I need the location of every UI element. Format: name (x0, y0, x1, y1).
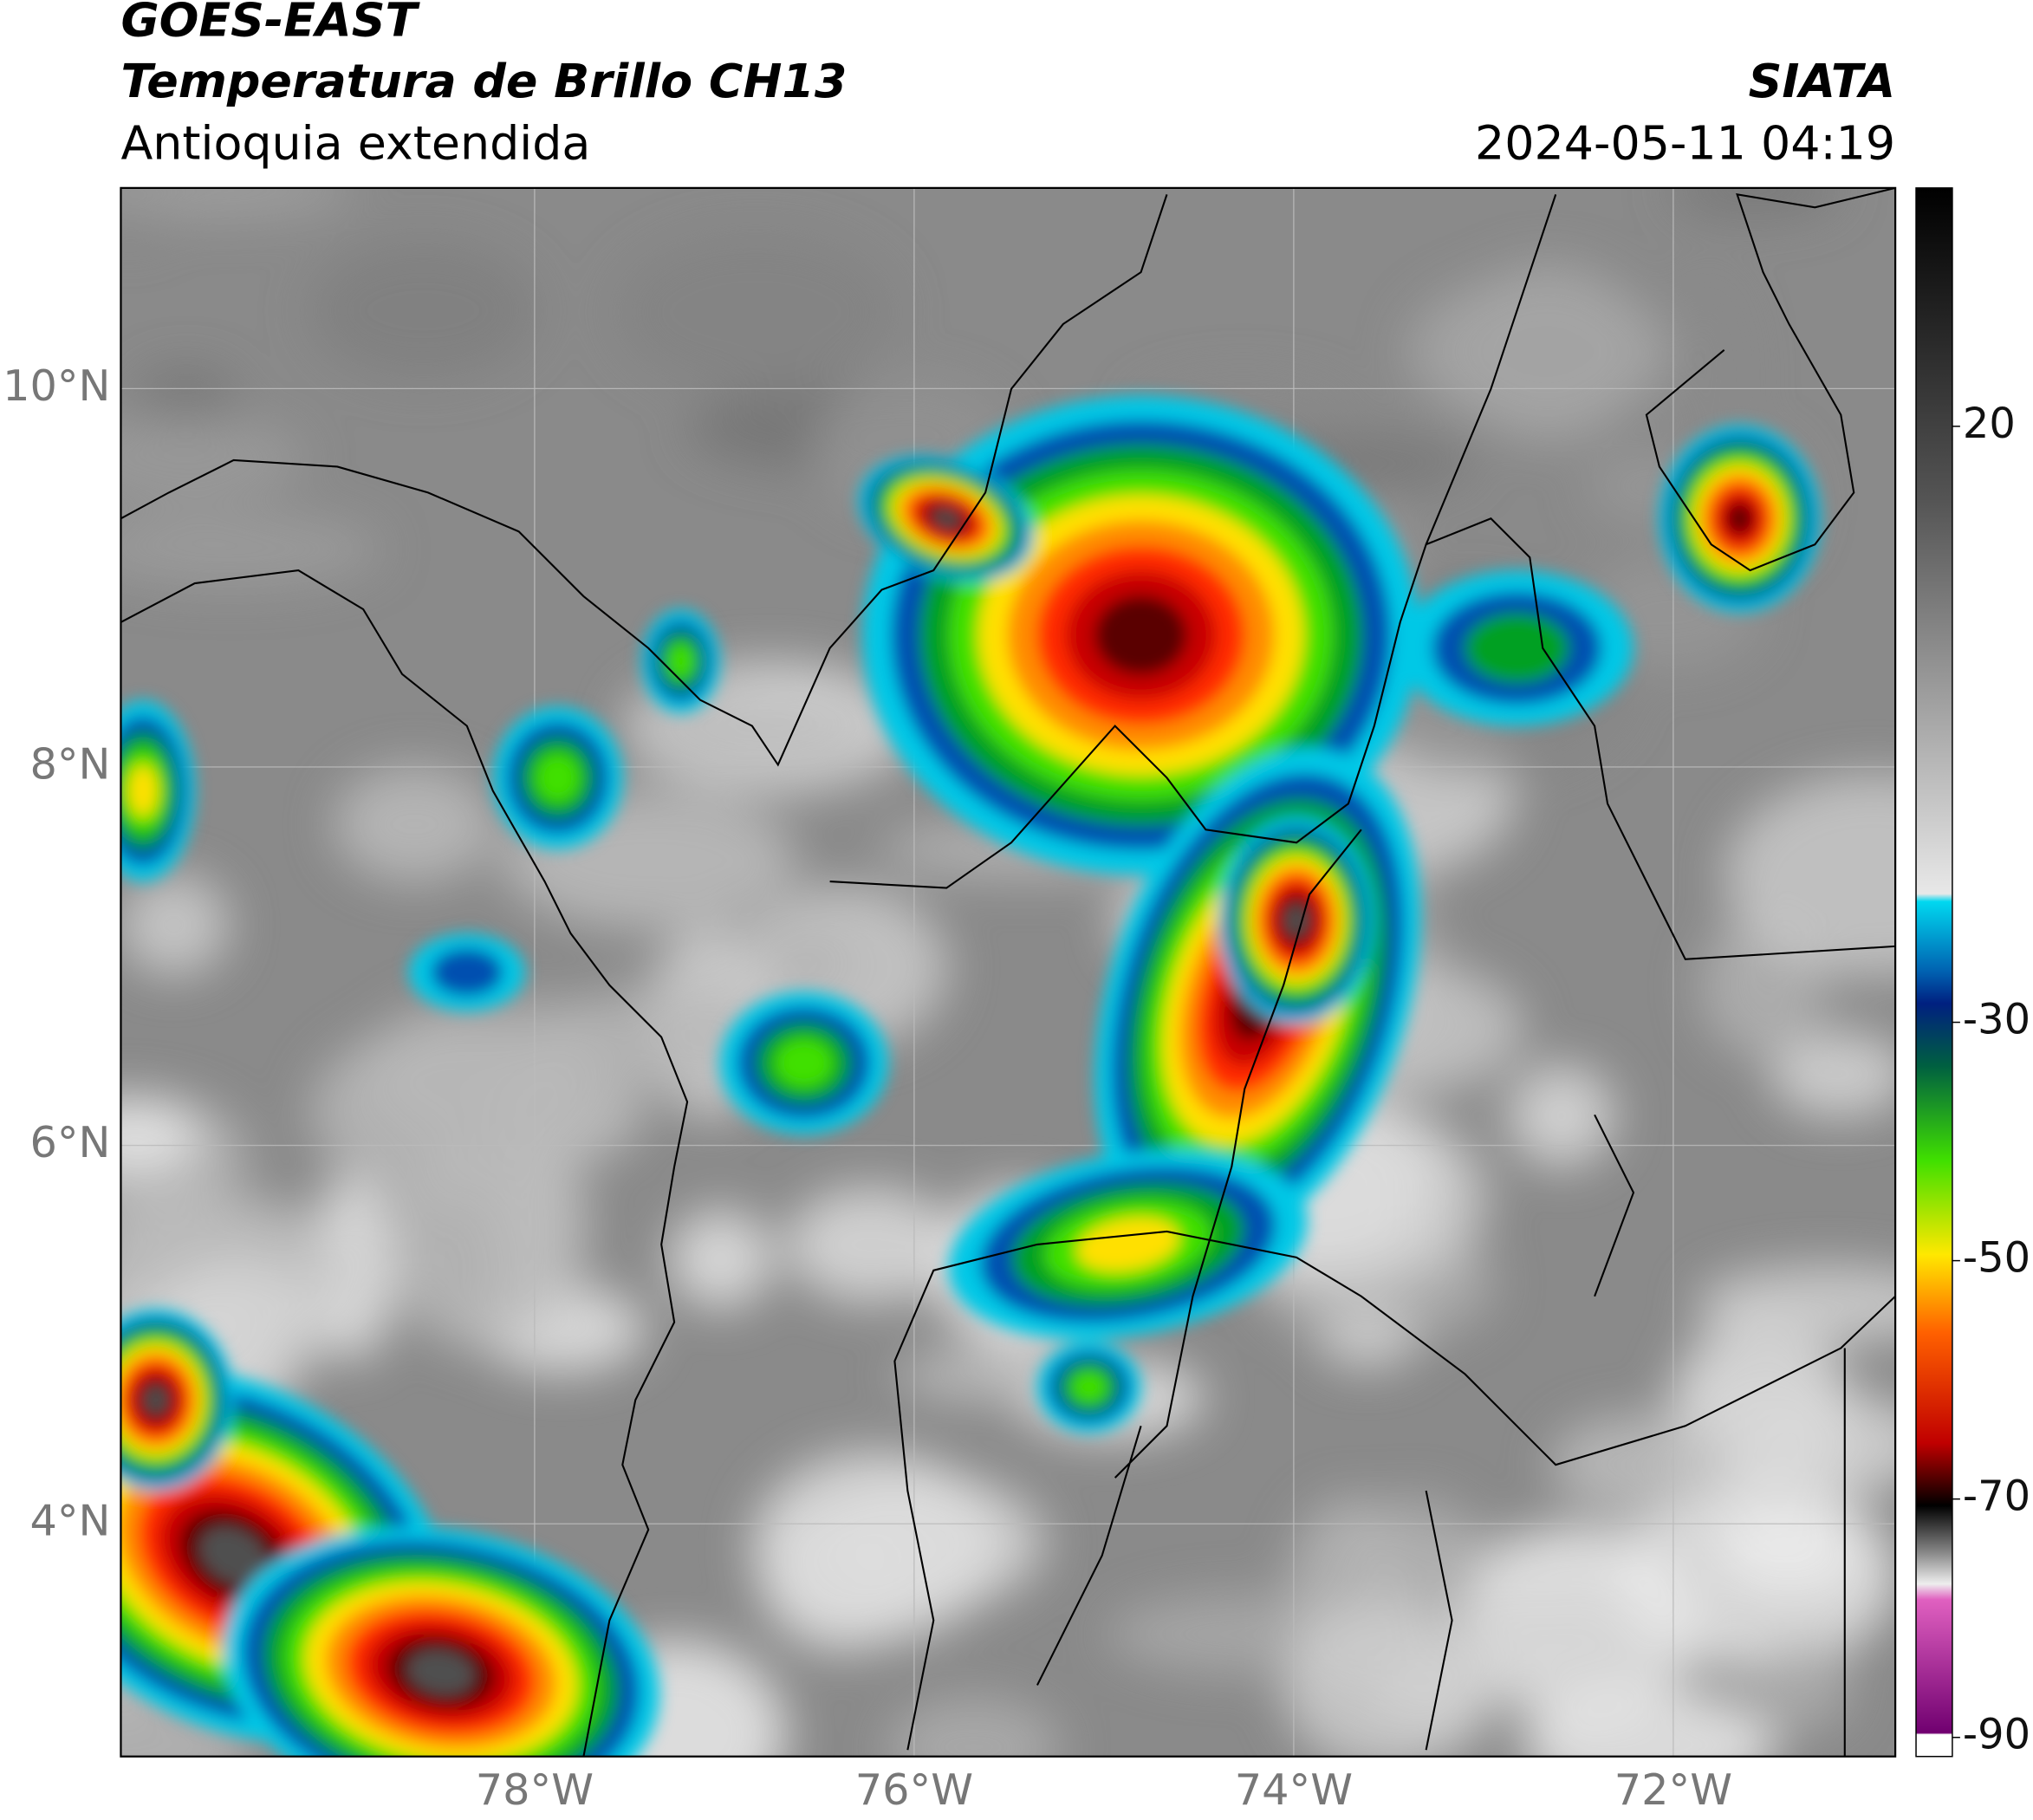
map-image (120, 187, 1896, 1757)
cloud (750, 1450, 999, 1644)
cloud (1549, 1414, 1736, 1513)
cloud (887, 1696, 1062, 1757)
storm (932, 509, 960, 529)
satellite: GOES-EAST (120, 0, 420, 48)
lon-label: 76°W (855, 1765, 973, 1815)
cloud (1451, 262, 1647, 443)
lon-label: 78°W (476, 1765, 594, 1815)
storm (144, 1386, 168, 1414)
cloud (668, 1209, 774, 1310)
storm (1726, 503, 1754, 535)
cloud (614, 231, 898, 393)
cloud (1770, 1031, 1896, 1118)
cloud (309, 241, 538, 380)
cloud (1695, 1264, 1896, 1343)
cloud (333, 765, 497, 883)
lat-label: 4°N (30, 1496, 111, 1546)
lon-label: 74°W (1235, 1765, 1353, 1815)
cloud (309, 1172, 397, 1362)
map-frame (120, 186, 1897, 1758)
storm (774, 1037, 834, 1089)
cloud (1316, 1309, 1419, 1368)
cloud (1724, 773, 1896, 978)
region: Antioquia extendida (120, 116, 590, 171)
cloud (1507, 1063, 1616, 1168)
colorbar-tick-label: 20 (1963, 400, 2016, 448)
datetime: 2024-05-11 04:19 (1475, 116, 1895, 171)
colorbar-tick-label: -50 (1963, 1235, 2030, 1283)
storm (666, 643, 695, 679)
storm (127, 764, 158, 817)
storm (1284, 904, 1309, 937)
cloud (120, 413, 307, 504)
storm (1076, 1217, 1179, 1272)
cloud (309, 1022, 598, 1202)
storm (1094, 595, 1188, 676)
cloud (1668, 276, 1747, 471)
colorbar (1915, 187, 1953, 1758)
cloud (785, 1186, 957, 1303)
source: SIATA (1749, 54, 1896, 108)
colorbar-tick-label: -90 (1963, 1712, 2030, 1759)
cloud (120, 1101, 199, 1173)
colorbar-tick-label: -30 (1963, 997, 2030, 1044)
cloud (1282, 1599, 1497, 1757)
storm (431, 948, 503, 997)
boundaries (120, 187, 1896, 1757)
cloud (760, 931, 854, 996)
cloud (1756, 1639, 1853, 1732)
lat-label: 8°N (30, 738, 111, 789)
storm (1070, 1371, 1107, 1403)
colorbar-tick-label: -70 (1963, 1473, 2030, 1521)
cloud (1462, 1523, 1699, 1725)
lat-label: 6°N (30, 1117, 111, 1167)
storm (200, 1527, 267, 1584)
storm (1465, 613, 1569, 683)
cloud (120, 187, 354, 220)
cloud (635, 692, 863, 764)
product: Temperatura de Brillo CH13 (120, 54, 847, 108)
cloud (120, 510, 382, 587)
cloud (120, 874, 230, 977)
lat-label: 10°N (3, 361, 110, 411)
cloud (528, 989, 775, 1087)
storm (407, 1650, 474, 1694)
cloud (1718, 1511, 1861, 1594)
lon-label: 72°W (1614, 1765, 1732, 1815)
cloud (1669, 187, 1841, 218)
storm (535, 752, 581, 803)
cloud (1723, 1391, 1896, 1498)
